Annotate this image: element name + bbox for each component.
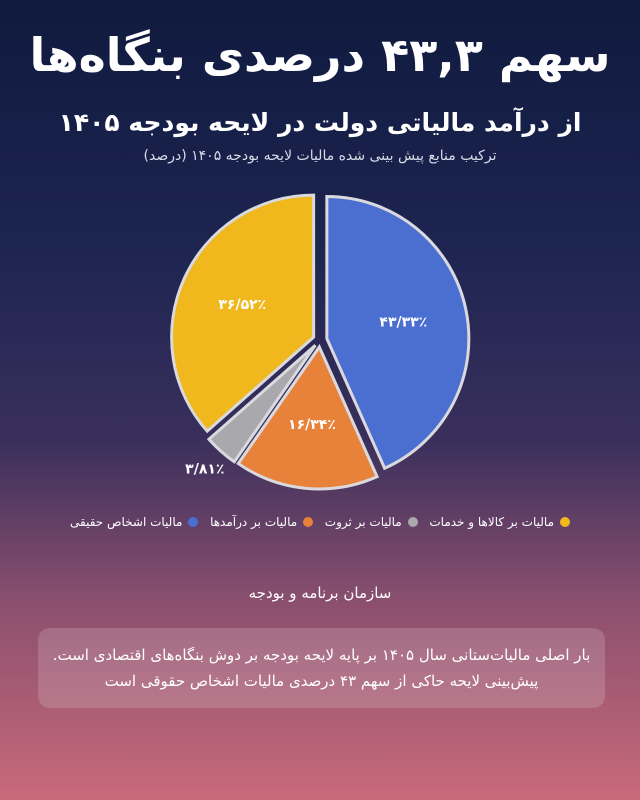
- source: سازمان برنامه و بودجه: [248, 584, 392, 602]
- note-line: بار اصلی مالیات‌ستانی سال ۱۴۰۵ بر پایه ل…: [52, 646, 591, 664]
- legend-label: مالیات بر کالاها و خدمات: [429, 515, 554, 529]
- pie-slice: [206, 344, 317, 464]
- legend-label: مالیات اشخاص حقیقی: [70, 515, 183, 529]
- note-line: پیش‌بینی لایحه حاکی از سهم ۴۳ درصدی مالی…: [104, 672, 539, 690]
- note-box: بار اصلی مالیات‌ستانی سال ۱۴۰۵ بر پایه ل…: [38, 628, 605, 708]
- legend-label: مالیات بر درآمدها: [210, 515, 298, 529]
- pie-chart: ۴۳/۳۳٪ ۱۶/۳۴٪ ۳/۸۱٪ ۳۶/۵۲٪: [170, 193, 471, 491]
- pie-slice: [170, 193, 316, 434]
- legend-swatch: [560, 517, 570, 527]
- pie-slice: [236, 343, 380, 491]
- pie-slice: [325, 195, 471, 471]
- title: سهم ۴۳,۳ درصدی بنگاه‌ها: [29, 28, 611, 82]
- data-label: ۴۳/۳۳٪: [379, 314, 427, 330]
- data-label: ۳/۸۱٪: [185, 461, 224, 477]
- legend-label: مالیات بر ثروت: [324, 515, 402, 529]
- data-label: ۳۶/۵۲٪: [218, 297, 266, 313]
- chart-title: ترکیب منابع پیش بینی شده مالیات لایحه بو…: [143, 148, 497, 164]
- legend-item: مالیات اشخاص حقیقی: [70, 515, 199, 529]
- legend-swatch: [303, 517, 314, 527]
- legend-swatch: [407, 517, 418, 527]
- data-label: ۱۶/۳۴٪: [288, 417, 336, 433]
- legend-item: مالیات بر کالاها و خدمات: [429, 515, 570, 529]
- legend: مالیات اشخاص حقیقی مالیات بر درآمدها مالیا…: [70, 515, 570, 529]
- legend-swatch: [188, 517, 199, 527]
- legend-item: مالیات بر درآمدها: [210, 515, 314, 529]
- legend-item: مالیات بر ثروت: [325, 515, 418, 529]
- subtitle: از درآمد مالیاتی دولت در لایحه بودجه ۱۴۰…: [58, 108, 582, 137]
